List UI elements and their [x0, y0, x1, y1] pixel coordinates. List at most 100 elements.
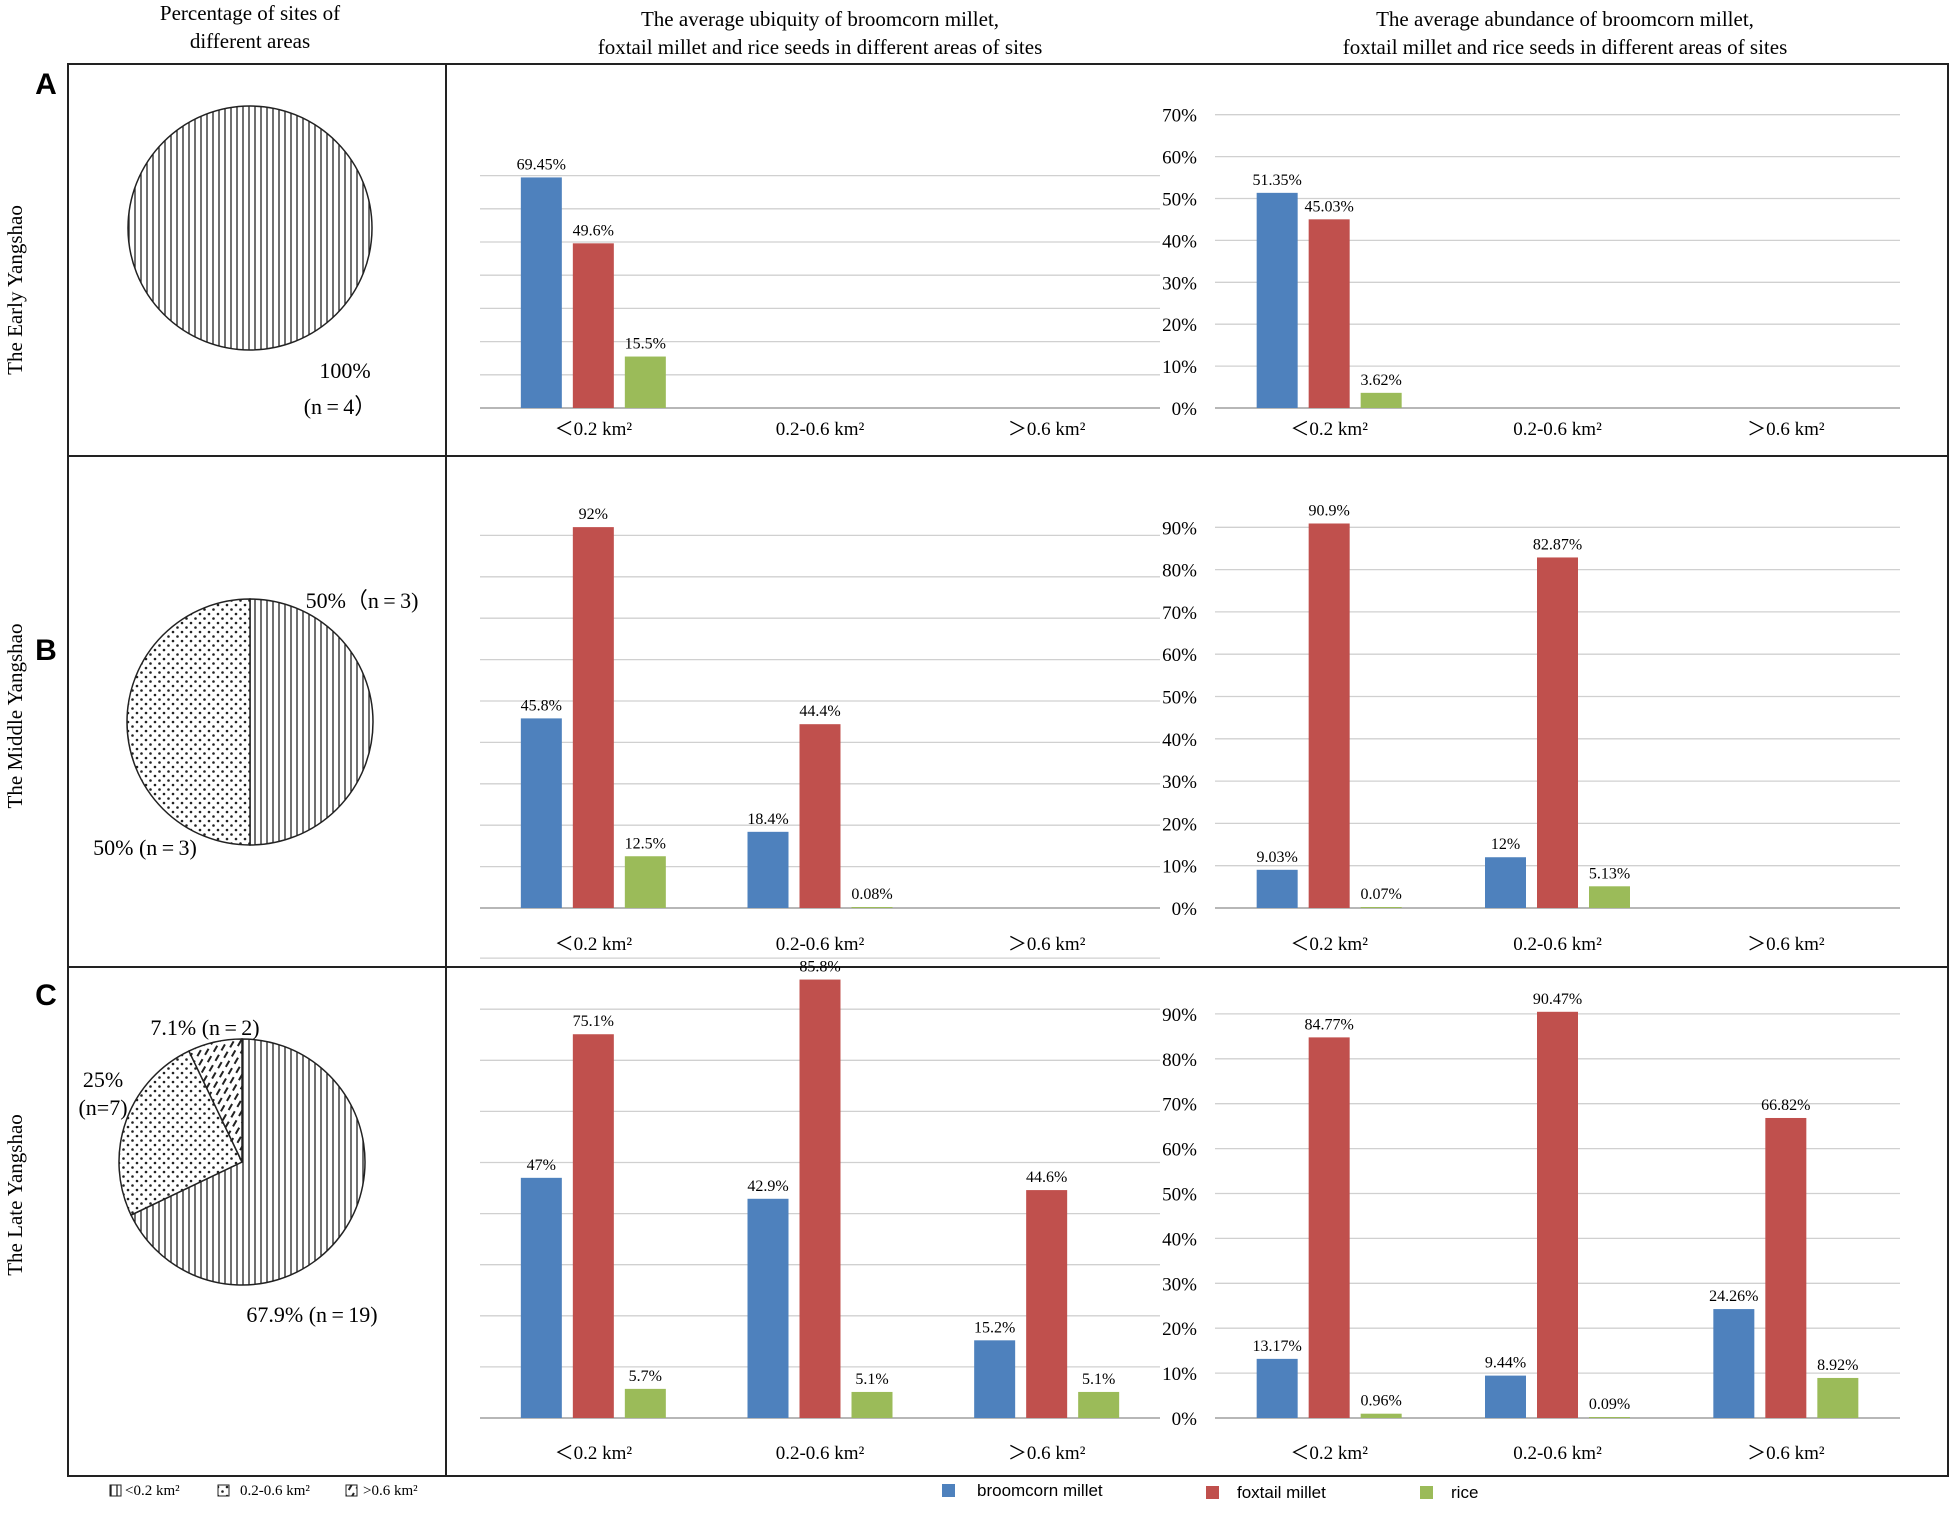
ubiquity-late-data-label: 5.1% — [1082, 1371, 1115, 1388]
ubiquity-middle-data-label: 92% — [579, 506, 608, 523]
abundance-middle-ytick-label: 0% — [1172, 899, 1198, 920]
abundance-early-ytick-label: 30% — [1162, 273, 1197, 294]
legend-label-rice: rice — [1451, 1483, 1478, 1502]
abundance-late-data-label: 66.82% — [1761, 1097, 1810, 1114]
ubiquity-middle-data-label: 18.4% — [747, 811, 788, 828]
ubiquity-chart-late: ＜0.2 km² 47% 75.1% 5.7% 0.2-0.6 km² 42.9% 85.8… — [480, 957, 1160, 1464]
ubiquity-late-bar-broomcorn — [974, 1340, 1016, 1418]
abundance-middle-data-label: 12% — [1491, 836, 1520, 853]
period-label-late: The Late Yangshao — [3, 1114, 27, 1276]
abundance-middle-bar-broomcorn — [1256, 869, 1298, 908]
abundance-early-ytick-label: 0% — [1172, 399, 1198, 420]
ubiquity-middle-bar-broomcorn — [747, 831, 789, 908]
abundance-chart-early: 0% 10% 20% 30% 40% 50% 60% 70% ＜0.2 km² 51.35%45.… — [1162, 106, 1900, 440]
header-abundance-line1: The average abundance of broomcorn mille… — [1376, 7, 1754, 31]
abundance-early-ytick-label: 20% — [1162, 315, 1197, 336]
abundance-late-bar-rice — [1817, 1377, 1859, 1418]
ubiquity-middle-data-label: 12.5% — [625, 835, 666, 852]
pie-label-late-large: 7.1% (n = 2) — [150, 1015, 259, 1040]
row-letter-b: B — [35, 634, 57, 667]
abundance-middle-category-label: 0.2-0.6 km² — [1513, 934, 1602, 955]
abundance-early-bar-rice — [1360, 392, 1402, 408]
ubiquity-middle-category-label: ＞0.6 km² — [1008, 934, 1086, 955]
ubiquity-late-bar-broomcorn — [520, 1177, 562, 1418]
ubiquity-late-bar-foxtail — [1026, 1190, 1068, 1418]
ubiquity-middle-data-label: 44.4% — [799, 703, 840, 720]
ubiquity-early-bar-broomcorn — [520, 177, 562, 408]
pie-slice-small — [249, 598, 374, 846]
abundance-middle-ytick-label: 30% — [1162, 772, 1197, 793]
ubiquity-middle-data-label: 45.8% — [521, 697, 562, 714]
dotted-square-icon — [217, 1484, 230, 1497]
abundance-middle-category-label: ＜0.2 km² — [1290, 934, 1368, 955]
pie-chart-early — [127, 105, 373, 351]
abundance-late-ytick-label: 0% — [1172, 1409, 1198, 1430]
abundance-late-category-label: 0.2-0.6 km² — [1513, 1443, 1602, 1464]
ubiquity-late-data-label: 85.8% — [799, 959, 840, 976]
abundance-middle-ytick-label: 10% — [1162, 857, 1197, 878]
pie-legend-label-large: >0.6 km² — [363, 1483, 418, 1499]
pie-label-late-medium: 25% — [83, 1067, 123, 1092]
diagonal-hatch-icon — [345, 1484, 358, 1497]
ubiquity-early-data-label: 69.45% — [517, 156, 566, 173]
ubiquity-late-data-label: 5.1% — [855, 1371, 888, 1388]
abundance-early-bar-foxtail — [1308, 219, 1350, 408]
abundance-late-bar-rice — [1589, 1417, 1630, 1418]
abundance-middle-bar-rice — [1589, 886, 1630, 908]
abundance-early-data-label: 45.03% — [1305, 198, 1354, 215]
ubiquity-early-bar-foxtail — [572, 243, 614, 408]
abundance-late-bar-broomcorn — [1713, 1309, 1755, 1418]
vertical-hatch-icon — [109, 1484, 122, 1497]
legend-label-broomcorn: broomcorn millet — [977, 1481, 1103, 1500]
ubiquity-late-bar-rice — [851, 1391, 893, 1418]
panel-grid-lines — [67, 63, 1949, 1477]
abundance-early-ytick-label: 40% — [1162, 231, 1197, 252]
abundance-late-data-label: 8.92% — [1817, 1357, 1858, 1374]
period-label-middle: The Middle Yangshao — [3, 624, 27, 809]
ubiquity-late-data-label: 15.2% — [974, 1319, 1015, 1336]
ubiquity-middle-bar-rice — [624, 856, 666, 908]
abundance-late-ytick-label: 80% — [1162, 1050, 1197, 1071]
abundance-late-ytick-label: 30% — [1162, 1274, 1197, 1295]
pie-label-late-small: 67.9% (n = 19) — [246, 1302, 377, 1327]
abundance-late-data-label: 90.47% — [1533, 991, 1582, 1008]
ubiquity-late-data-label: 42.9% — [747, 1178, 788, 1195]
abundance-middle-data-label: 5.13% — [1589, 865, 1630, 882]
abundance-late-data-label: 84.77% — [1305, 1016, 1354, 1033]
abundance-late-data-label: 0.09% — [1589, 1396, 1630, 1413]
ubiquity-chart-middle: ＜0.2 km² 45.8% 92% 12.5% 0.2-0.6 km² 18.4% 44.… — [480, 506, 1160, 955]
ubiquity-late-data-label: 44.6% — [1026, 1169, 1067, 1186]
header-pie-line2: different areas — [190, 29, 310, 53]
ubiquity-early-category-label: ＞0.6 km² — [1008, 419, 1086, 440]
abundance-early-data-label: 3.62% — [1361, 372, 1402, 389]
abundance-early-ytick-label: 50% — [1162, 190, 1197, 211]
pie-slice-medium — [126, 598, 251, 846]
ubiquity-middle-data-label: 0.08% — [851, 886, 892, 903]
ubiquity-middle-bar-foxtail — [799, 724, 841, 908]
ubiquity-late-data-label: 47% — [527, 1157, 556, 1174]
abundance-middle-data-label: 0.07% — [1361, 886, 1402, 903]
abundance-late-ytick-label: 10% — [1162, 1364, 1197, 1385]
abundance-late-ytick-label: 90% — [1162, 1005, 1197, 1026]
abundance-middle-bar-rice — [1360, 907, 1402, 908]
pie-legend: <0.2 km² 0.2-0.6 km² >0.6 km² — [109, 1483, 418, 1499]
abundance-early-bar-broomcorn — [1256, 192, 1298, 408]
header-ubiquity-line1: The average ubiquity of broomcorn millet… — [641, 7, 999, 31]
abundance-late-bar-foxtail — [1765, 1117, 1807, 1418]
abundance-late-bar-foxtail — [1308, 1037, 1350, 1418]
abundance-middle-ytick-label: 90% — [1162, 518, 1197, 539]
ubiquity-early-data-label: 15.5% — [625, 336, 666, 353]
ubiquity-early-category-label: ＜0.2 km² — [555, 419, 633, 440]
ubiquity-late-category-label: ＜0.2 km² — [555, 1443, 633, 1464]
abundance-middle-bar-foxtail — [1308, 523, 1350, 908]
ubiquity-late-bar-foxtail — [799, 979, 841, 1418]
abundance-late-bar-broomcorn — [1256, 1358, 1298, 1418]
abundance-late-category-label: ＞0.6 km² — [1747, 1443, 1825, 1464]
abundance-middle-ytick-label: 50% — [1162, 688, 1197, 709]
abundance-middle-category-label: ＞0.6 km² — [1747, 934, 1825, 955]
abundance-late-category-label: ＜0.2 km² — [1290, 1443, 1368, 1464]
header-abundance-line2: foxtail millet and rice seeds in differe… — [1343, 35, 1788, 59]
abundance-late-data-label: 9.44% — [1485, 1355, 1526, 1372]
period-label-early: The Early Yangshao — [3, 205, 27, 375]
